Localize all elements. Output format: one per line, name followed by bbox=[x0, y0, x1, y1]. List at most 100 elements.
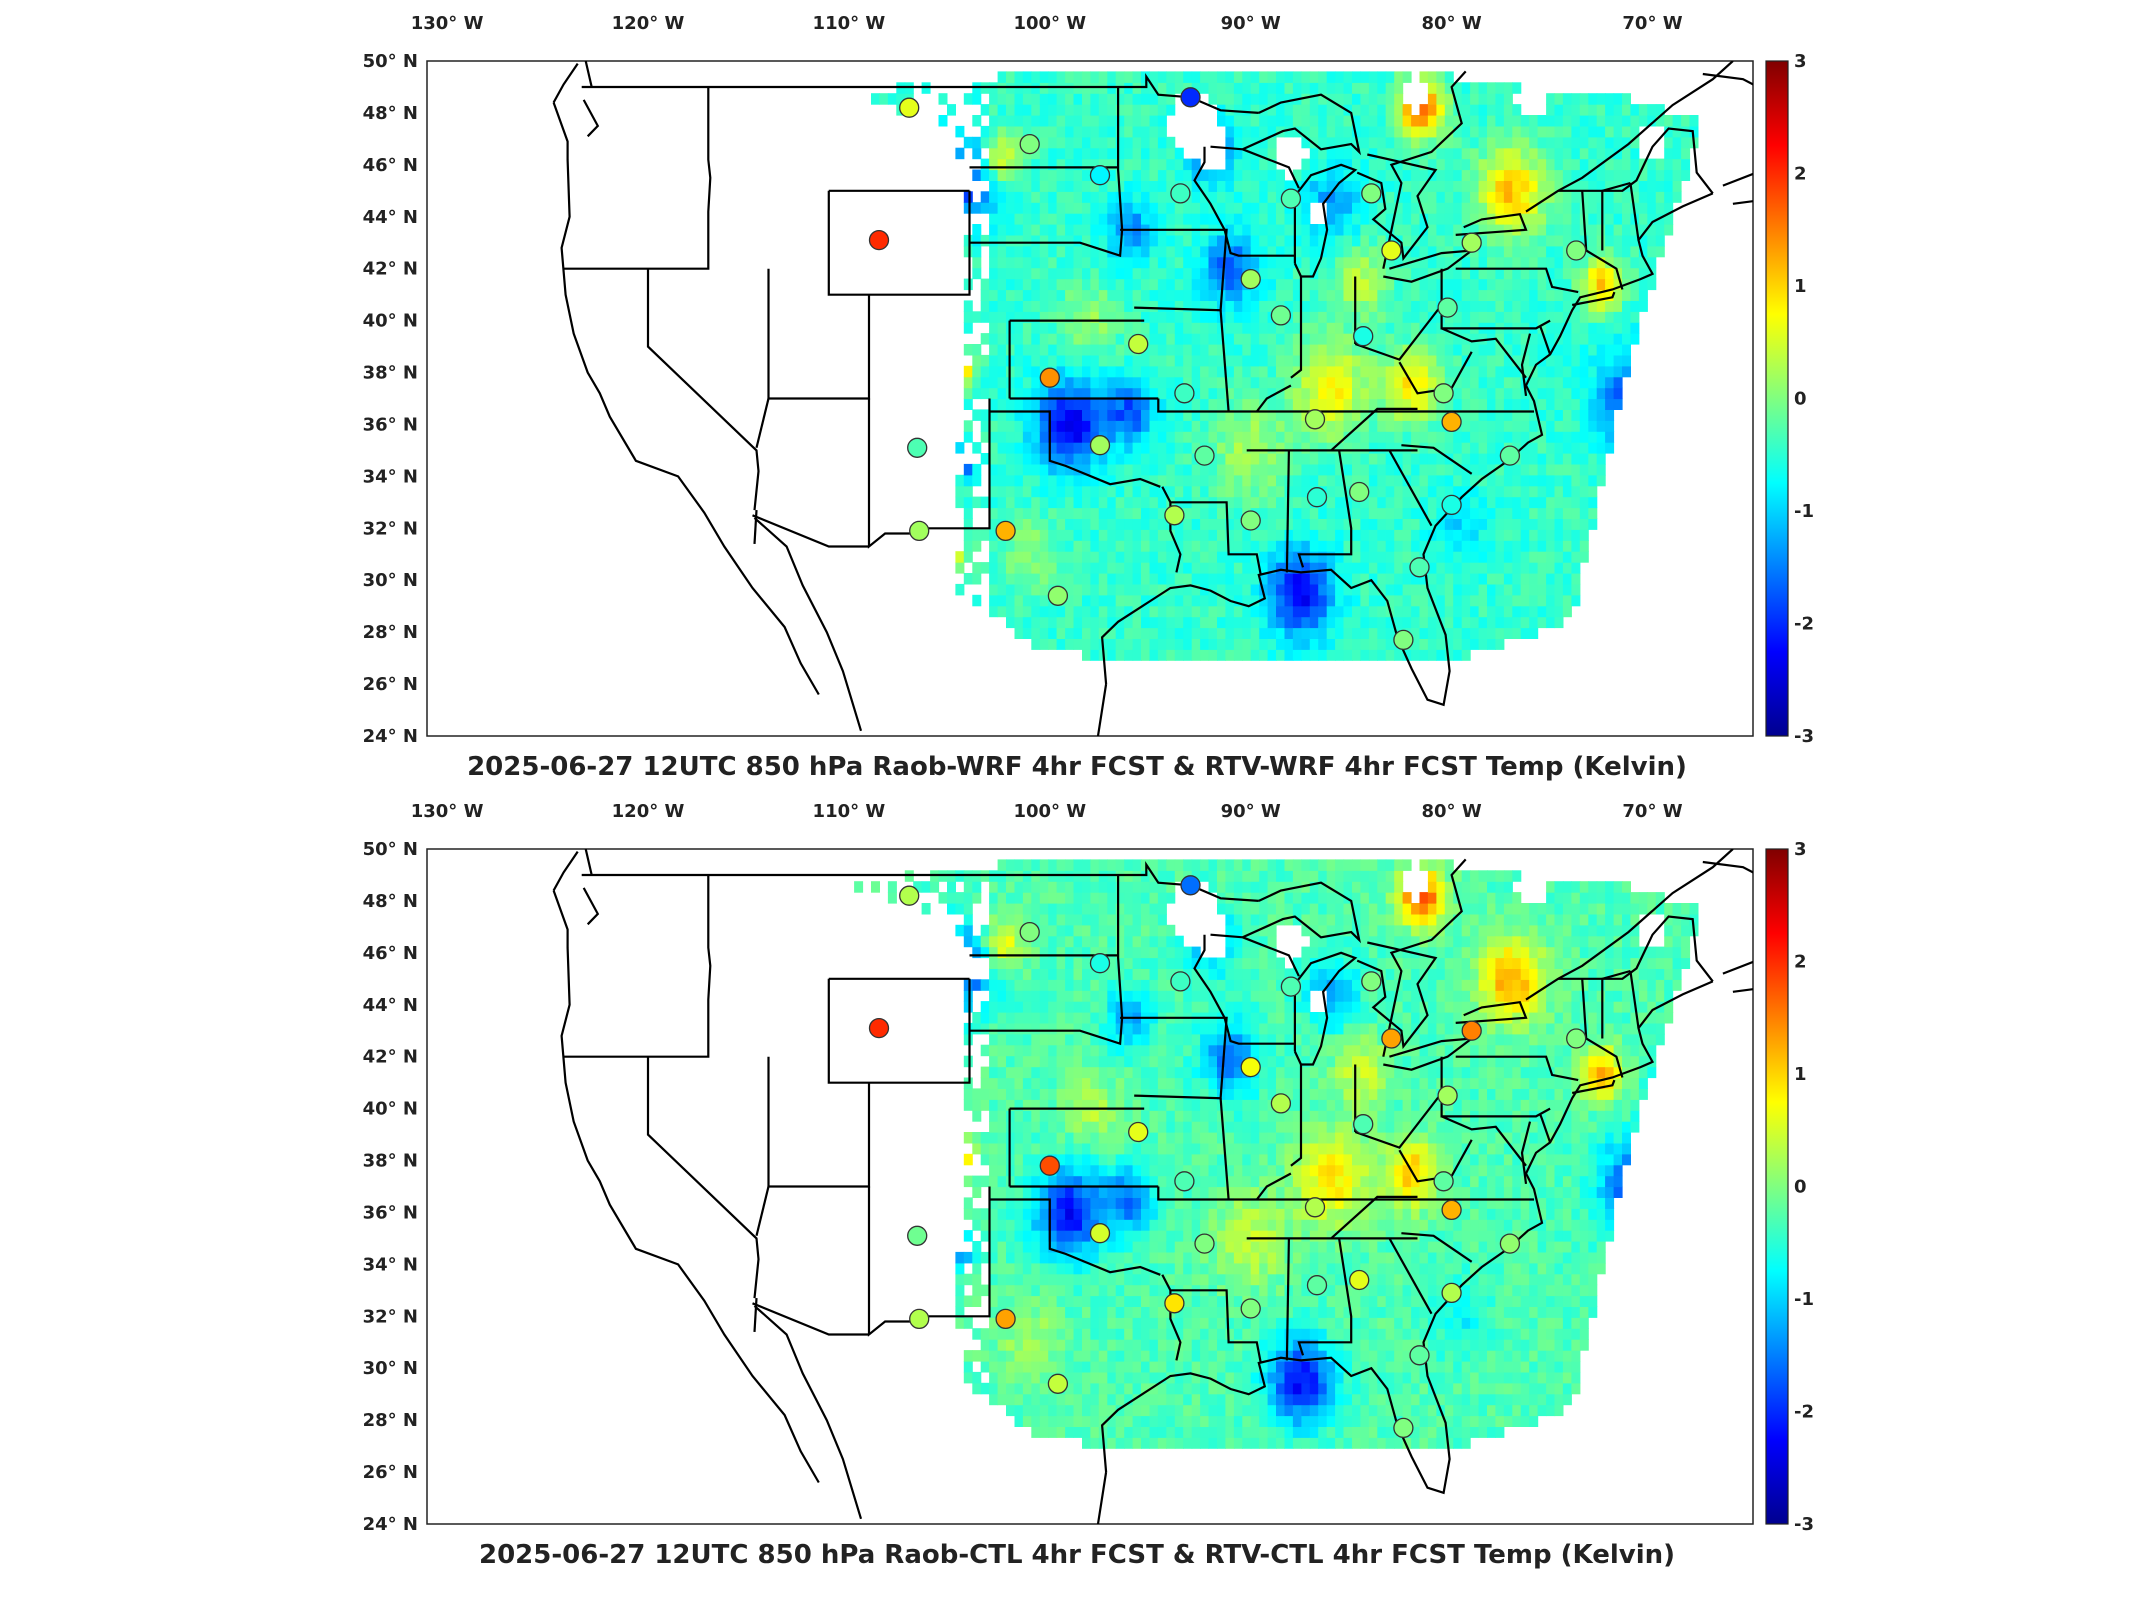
raob-station-marker bbox=[1461, 1020, 1482, 1041]
raob-station-marker bbox=[1128, 333, 1149, 355]
colorbar-tick-label: -3 bbox=[1794, 726, 1814, 747]
colorbar-tick-label: -3 bbox=[1794, 1514, 1814, 1535]
raob-station-marker bbox=[899, 885, 920, 906]
raob-station-marker bbox=[909, 520, 930, 542]
raob-stations bbox=[868, 87, 1587, 651]
map-panel-top: 130° W 120° W 110° W 100° W 90° W 80° W 70° W … bbox=[363, 13, 1814, 782]
raob-station-marker bbox=[1304, 409, 1326, 430]
raob-station-marker bbox=[1566, 240, 1587, 261]
raob-station-marker bbox=[1164, 505, 1185, 526]
raob-station-marker bbox=[1349, 1269, 1370, 1291]
latitude-tick-label: 30° N bbox=[363, 1358, 418, 1379]
colorbar-tick-label: -1 bbox=[1794, 1289, 1814, 1310]
raob-station-marker bbox=[1240, 510, 1261, 531]
latitude-tick-label: 26° N bbox=[363, 674, 418, 695]
raob-station-marker bbox=[1089, 953, 1111, 974]
raob-station-marker bbox=[1240, 1056, 1261, 1078]
raob-station-marker bbox=[1499, 445, 1521, 466]
raob-station-marker bbox=[1089, 435, 1111, 456]
colorbar-tick-label: 2 bbox=[1794, 952, 1807, 973]
panel-title: 2025-06-27 12UTC 850 hPa Raob-WRF 4hr FC… bbox=[467, 752, 1687, 782]
longitude-tick-label: 130° W bbox=[411, 801, 484, 822]
raob-station-marker bbox=[1409, 1345, 1430, 1366]
longitude-tick-label: 110° W bbox=[813, 801, 886, 822]
colorbar: 3 2 1 0 -1 -2 -3 bbox=[1765, 51, 1814, 747]
raob-station-marker bbox=[1128, 1121, 1149, 1143]
longitude-tick-label: 120° W bbox=[612, 801, 685, 822]
raob-station-marker bbox=[995, 520, 1016, 542]
colorbar: 3 2 1 0 -1 -2 -3 bbox=[1765, 839, 1814, 1535]
latitude-tick-label: 44° N bbox=[363, 207, 418, 228]
longitude-tick-label: 120° W bbox=[612, 13, 685, 34]
raob-station-marker bbox=[899, 97, 920, 118]
latitude-tick-label: 42° N bbox=[363, 1047, 418, 1068]
raob-station-marker bbox=[1089, 1223, 1111, 1244]
latitude-tick-label: 30° N bbox=[363, 570, 418, 591]
latitude-tick-label: 36° N bbox=[363, 1203, 418, 1224]
raob-station-marker bbox=[1180, 87, 1201, 108]
raob-station-marker bbox=[868, 229, 890, 251]
colorbar-tick-label: 2 bbox=[1794, 164, 1807, 185]
raob-station-marker bbox=[1433, 1171, 1454, 1192]
raob-station-marker bbox=[1409, 557, 1430, 578]
raob-station-marker bbox=[1441, 494, 1462, 516]
latitude-tick-label: 40° N bbox=[363, 1099, 418, 1120]
raob-station-marker bbox=[1437, 297, 1458, 318]
raob-station-marker bbox=[1039, 1155, 1060, 1176]
longitude-tick-label: 130° W bbox=[411, 13, 484, 34]
latitude-tick-label: 40° N bbox=[363, 311, 418, 332]
longitude-tick-labels: 130° W 120° W 110° W 100° W 90° W 80° W 70° W bbox=[411, 801, 1683, 822]
raob-station-marker bbox=[1306, 487, 1328, 508]
raob-station-marker bbox=[1194, 445, 1215, 466]
raob-station-marker bbox=[1381, 1028, 1402, 1049]
latitude-tick-label: 28° N bbox=[363, 1410, 418, 1431]
raob-station-marker bbox=[1461, 232, 1482, 253]
colorbar-tick-label: 0 bbox=[1794, 1177, 1807, 1198]
colorbar-scale bbox=[1765, 60, 1789, 737]
raob-station-marker bbox=[1361, 183, 1382, 204]
map-panel-bottom: 130° W 120° W 110° W 100° W 90° W 80° W 70° W … bbox=[363, 801, 1814, 1570]
raob-station-marker bbox=[1280, 188, 1302, 209]
latitude-tick-label: 26° N bbox=[363, 1462, 418, 1483]
longitude-tick-label: 90° W bbox=[1221, 13, 1281, 34]
colorbar-tick-label: 1 bbox=[1794, 1064, 1807, 1085]
raob-station-marker bbox=[1349, 481, 1370, 503]
raob-station-marker bbox=[1280, 976, 1302, 997]
raob-station-marker bbox=[868, 1017, 890, 1039]
raob-stations bbox=[868, 875, 1587, 1439]
raob-station-marker bbox=[1039, 367, 1060, 388]
colorbar-tick-label: -2 bbox=[1794, 614, 1814, 635]
raob-station-marker bbox=[1174, 383, 1195, 404]
raob-station-marker bbox=[1240, 1298, 1261, 1319]
latitude-tick-label: 48° N bbox=[363, 891, 418, 912]
raob-station-marker bbox=[1174, 1171, 1195, 1192]
raob-station-marker bbox=[1019, 133, 1040, 155]
colorbar-tick-labels: 3 2 1 0 -1 -2 -3 bbox=[1794, 839, 1814, 1535]
coastline-and-state-borders bbox=[552, 61, 1753, 736]
raob-station-marker bbox=[995, 1308, 1016, 1330]
colorbar-tick-label: -1 bbox=[1794, 501, 1814, 522]
latitude-tick-label: 46° N bbox=[363, 943, 418, 964]
raob-station-marker bbox=[1381, 240, 1402, 261]
raob-station-marker bbox=[1433, 383, 1454, 404]
colorbar-tick-label: -2 bbox=[1794, 1402, 1814, 1423]
latitude-tick-label: 32° N bbox=[363, 1306, 418, 1327]
raob-station-marker bbox=[1047, 585, 1069, 606]
colorbar-tick-label: 0 bbox=[1794, 389, 1807, 410]
latitude-tick-label: 24° N bbox=[363, 726, 418, 747]
longitude-tick-labels: 130° W 120° W 110° W 100° W 90° W 80° W 70° W bbox=[411, 13, 1683, 34]
colorbar-tick-labels: 3 2 1 0 -1 -2 -3 bbox=[1794, 51, 1814, 747]
latitude-tick-label: 50° N bbox=[363, 51, 418, 72]
longitude-tick-label: 80° W bbox=[1422, 801, 1482, 822]
latitude-tick-label: 48° N bbox=[363, 103, 418, 124]
raob-station-marker bbox=[1240, 268, 1261, 290]
longitude-tick-label: 100° W bbox=[1013, 13, 1086, 34]
raob-station-marker bbox=[1164, 1293, 1185, 1314]
raob-station-marker bbox=[1441, 1282, 1462, 1304]
raob-station-marker bbox=[1393, 1417, 1414, 1439]
longitude-tick-label: 70° W bbox=[1622, 801, 1682, 822]
raob-station-marker bbox=[1019, 921, 1040, 943]
raob-station-marker bbox=[1441, 411, 1462, 433]
raob-station-marker bbox=[1270, 305, 1292, 326]
temperature-difference-field bbox=[854, 859, 1699, 1449]
